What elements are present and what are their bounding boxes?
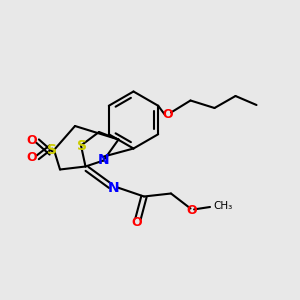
Text: N: N xyxy=(98,154,109,167)
Text: S: S xyxy=(76,140,87,153)
Text: N: N xyxy=(108,181,120,194)
Text: O: O xyxy=(27,134,38,148)
Text: O: O xyxy=(131,216,142,230)
Text: O: O xyxy=(27,151,38,164)
Text: S: S xyxy=(47,143,58,157)
Text: O: O xyxy=(163,107,173,121)
Text: CH₃: CH₃ xyxy=(214,201,233,211)
Text: O: O xyxy=(186,203,197,217)
